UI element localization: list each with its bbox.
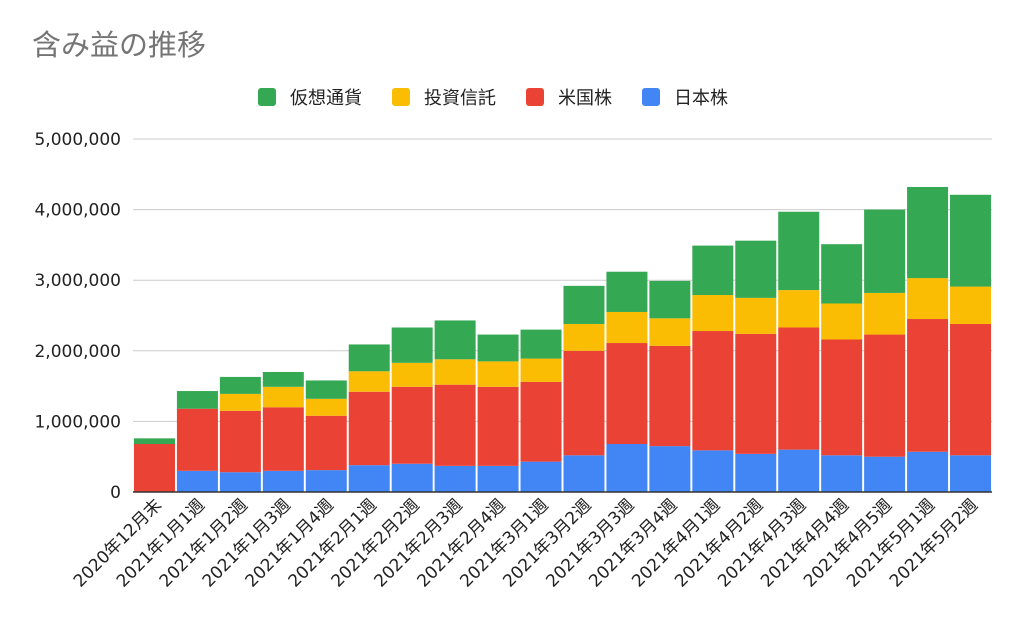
legend-label: 日本株 (674, 88, 728, 109)
bar-segment (950, 286, 992, 324)
bar-segment (219, 376, 261, 394)
bar-segment (219, 393, 261, 411)
bar-segment (133, 443, 175, 492)
bar-segment (907, 451, 949, 492)
y-tick-label: 4,000,000 (34, 201, 121, 221)
bar-segment (907, 187, 949, 279)
legend-swatch (392, 88, 410, 106)
bar-segment (821, 339, 863, 456)
legend-label: 仮想通貨 (290, 88, 362, 109)
bar-segment (778, 327, 820, 450)
legend-item: 投資信託 (392, 84, 496, 110)
bar-segment (262, 407, 304, 471)
legend-label: 米国株 (558, 88, 612, 109)
bar-segment (262, 470, 304, 492)
legend-swatch (258, 88, 276, 106)
bar-segment (391, 327, 433, 363)
bar-segment (649, 318, 691, 346)
bar-segment (735, 453, 777, 492)
bar-segment (434, 384, 476, 466)
bar-segment (262, 386, 304, 408)
bar-segment (176, 470, 218, 492)
bar-segment (520, 358, 562, 382)
bar-segment (950, 194, 992, 287)
bar-segment (563, 350, 605, 456)
bar-segment (305, 470, 347, 492)
legend-item: 仮想通貨 (258, 84, 362, 110)
bar-segment (864, 334, 906, 457)
bar-segment (563, 323, 605, 351)
bar-segment (477, 334, 519, 362)
bar-segment (391, 362, 433, 387)
bar-segment (692, 450, 734, 492)
y-tick-label: 3,000,000 (34, 271, 121, 291)
bar-segment (606, 443, 648, 492)
bar-segment (864, 456, 906, 492)
bar-segment (520, 329, 562, 359)
bar-segment (133, 438, 175, 444)
bar-segment (950, 455, 992, 492)
bar-segment (606, 271, 648, 312)
bar-segment (348, 344, 390, 372)
bar-segment (477, 386, 519, 466)
bar-segment (348, 391, 390, 466)
bar-segment (477, 465, 519, 492)
bar-segment (649, 446, 691, 492)
y-tick-label: 2,000,000 (34, 342, 121, 362)
bar-segment (692, 295, 734, 332)
legend-swatch (526, 88, 544, 106)
y-tick-label: 1,000,000 (34, 412, 121, 432)
y-tick-label: 5,000,000 (34, 130, 121, 150)
bar-segment (778, 290, 820, 328)
bar-segment (907, 319, 949, 452)
bar-segment (563, 455, 605, 492)
bar-segment (391, 463, 433, 492)
bar-segment (434, 359, 476, 385)
bar-segment (649, 280, 691, 319)
bar-segment (176, 391, 218, 409)
y-tick-label: 0 (110, 483, 121, 503)
bar-segment (735, 240, 777, 298)
bar-segment (348, 465, 390, 492)
bar-segment (649, 345, 691, 447)
bar-segment (692, 331, 734, 451)
legend: 仮想通貨 投資信託 米国株 日本株 (258, 84, 758, 110)
bar-segment (821, 455, 863, 492)
bar-segment (907, 278, 949, 320)
bar-segment (434, 320, 476, 360)
bar-segment (262, 371, 304, 387)
bar-segment (778, 211, 820, 291)
bar-segment (219, 472, 261, 492)
bar-segment (864, 292, 906, 335)
legend-item: 米国株 (526, 84, 612, 110)
bar-segment (477, 361, 519, 387)
bar-segment (434, 465, 476, 492)
bar-segment (348, 371, 390, 392)
legend-swatch (642, 88, 660, 106)
bar-segment (778, 449, 820, 492)
bar-segment (305, 398, 347, 416)
legend-label: 投資信託 (424, 88, 496, 109)
bar-segment (735, 333, 777, 454)
legend-item: 日本株 (642, 84, 728, 110)
bar-segment (692, 245, 734, 296)
bar-segment (950, 323, 992, 456)
bar-segment (563, 285, 605, 324)
bar-segment (606, 343, 648, 444)
bar-segment (821, 303, 863, 340)
bar-segment (606, 311, 648, 344)
bar-segment (520, 461, 562, 492)
bar-segment (176, 408, 218, 471)
bar-segment (520, 381, 562, 462)
bar-segment (219, 410, 261, 473)
bar-segment (305, 380, 347, 399)
bar-segment (305, 415, 347, 471)
bar-segment (735, 297, 777, 334)
bar-segment (391, 386, 433, 464)
chart-title: 含み益の推移 (32, 28, 207, 62)
bar-segment (821, 244, 863, 304)
bar-segment (864, 209, 906, 293)
